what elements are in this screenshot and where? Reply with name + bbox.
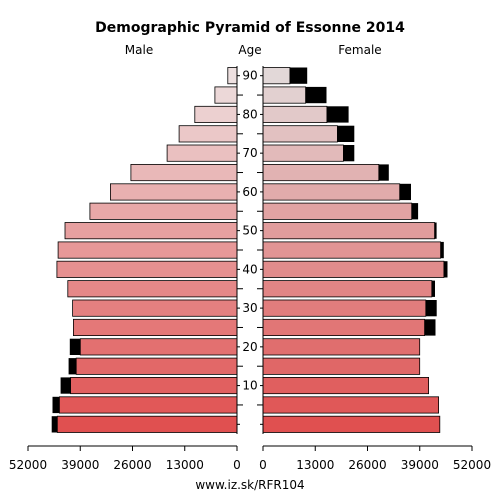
female-bar-60-64 — [262, 183, 401, 201]
female-surplus-35-39 — [431, 280, 435, 297]
male-surplus-15-19 — [68, 358, 77, 375]
age-tick-label-60: 60 — [242, 185, 257, 199]
age-tick-label-10: 10 — [242, 379, 257, 393]
female-surplus-65-69 — [378, 164, 389, 181]
female-bar-20-24 — [262, 338, 421, 356]
male-bar-10-14 — [70, 376, 238, 395]
female-bar-40-44 — [262, 260, 445, 278]
male-bar-20-24 — [79, 338, 238, 356]
female-bar-85-89 — [262, 86, 306, 104]
male-label: Male — [125, 43, 153, 57]
male-bar-75-79 — [178, 125, 238, 143]
female-surplus-45-49 — [440, 241, 444, 259]
female-bar-50-54 — [262, 222, 436, 240]
male-bar-85-89 — [214, 86, 238, 104]
female-bar-90+ — [262, 67, 291, 85]
female-bar-10-14 — [262, 376, 430, 395]
male-bar-60-64 — [110, 183, 238, 201]
male-bar-65-69 — [130, 163, 238, 182]
female-surplus-55-59 — [411, 203, 419, 220]
female-bar-5-9 — [262, 396, 440, 414]
male-surplus-0-4 — [51, 416, 58, 433]
female-x-tick-label-3: 39000 — [401, 458, 439, 472]
axes-group: 10 20 30 40 50 60 70 80 90 52000 39000 26000 13000 0 0… — [9, 66, 491, 472]
female-surplus-75-79 — [337, 125, 355, 142]
bars-group — [51, 67, 448, 433]
age-label: Age — [238, 43, 261, 57]
male-bar-35-39 — [67, 280, 238, 298]
male-x-tick-label-1: 39000 — [61, 458, 99, 472]
female-x-tick-label-1: 13000 — [296, 458, 334, 472]
female-bar-55-59 — [262, 202, 413, 220]
age-tick-label-20: 20 — [242, 340, 257, 354]
age-tick-label-90: 90 — [242, 69, 257, 83]
male-x-tick-label-4: 0 — [233, 458, 241, 472]
female-bar-35-39 — [262, 280, 433, 298]
chart-title: Demographic Pyramid of Essonne 2014 — [95, 20, 405, 36]
female-bar-45-49 — [262, 241, 442, 259]
female-surplus-70-74 — [343, 145, 355, 162]
female-surplus-50-54 — [434, 222, 437, 239]
female-x-tick-label-2: 26000 — [348, 458, 386, 472]
male-bar-5-9 — [59, 396, 238, 414]
age-tick-label-80: 80 — [242, 107, 257, 121]
female-bar-75-79 — [262, 125, 338, 143]
female-surplus-25-29 — [424, 319, 436, 336]
male-bar-50-54 — [64, 222, 238, 240]
female-bar-0-4 — [262, 415, 441, 433]
female-bar-25-29 — [262, 318, 426, 336]
male-bar-45-49 — [57, 241, 238, 259]
female-surplus-85-89 — [305, 86, 327, 104]
female-bar-80-84 — [262, 105, 328, 124]
male-bar-55-59 — [89, 202, 238, 220]
female-label: Female — [338, 43, 381, 57]
male-surplus-10-14 — [60, 377, 71, 394]
female-x-tick-label-0: 0 — [259, 458, 267, 472]
age-tick-label-70: 70 — [242, 146, 257, 160]
male-bar-90+ — [227, 67, 238, 85]
age-tick-label-40: 40 — [242, 262, 257, 276]
male-x-tick-label-3: 13000 — [166, 458, 204, 472]
female-x-tick-label-4: 52000 — [453, 458, 491, 472]
female-surplus-40-44 — [443, 261, 448, 278]
female-bar-30-34 — [262, 299, 427, 317]
female-bar-65-69 — [262, 163, 380, 182]
female-surplus-80-84 — [326, 106, 349, 123]
male-surplus-5-9 — [52, 396, 60, 414]
female-bar-15-19 — [262, 357, 421, 375]
male-bar-40-44 — [56, 260, 238, 278]
female-bar-70-74 — [262, 144, 344, 162]
female-surplus-90+ — [289, 67, 308, 84]
male-x-tick-label-0: 52000 — [9, 458, 47, 472]
male-bar-70-74 — [166, 144, 238, 162]
age-tick-label-30: 30 — [242, 301, 257, 315]
male-bar-25-29 — [73, 318, 238, 336]
age-tick-label-50: 50 — [242, 224, 257, 238]
male-x-tick-label-2: 26000 — [113, 458, 151, 472]
male-bar-80-84 — [194, 105, 238, 124]
male-surplus-20-24 — [69, 338, 81, 355]
male-bar-0-4 — [56, 415, 238, 433]
source-label: www.iz.sk/RFR104 — [195, 478, 304, 492]
male-bar-15-19 — [75, 357, 238, 375]
male-bar-30-34 — [72, 299, 238, 317]
female-surplus-60-64 — [399, 183, 411, 201]
female-surplus-30-34 — [425, 300, 437, 317]
